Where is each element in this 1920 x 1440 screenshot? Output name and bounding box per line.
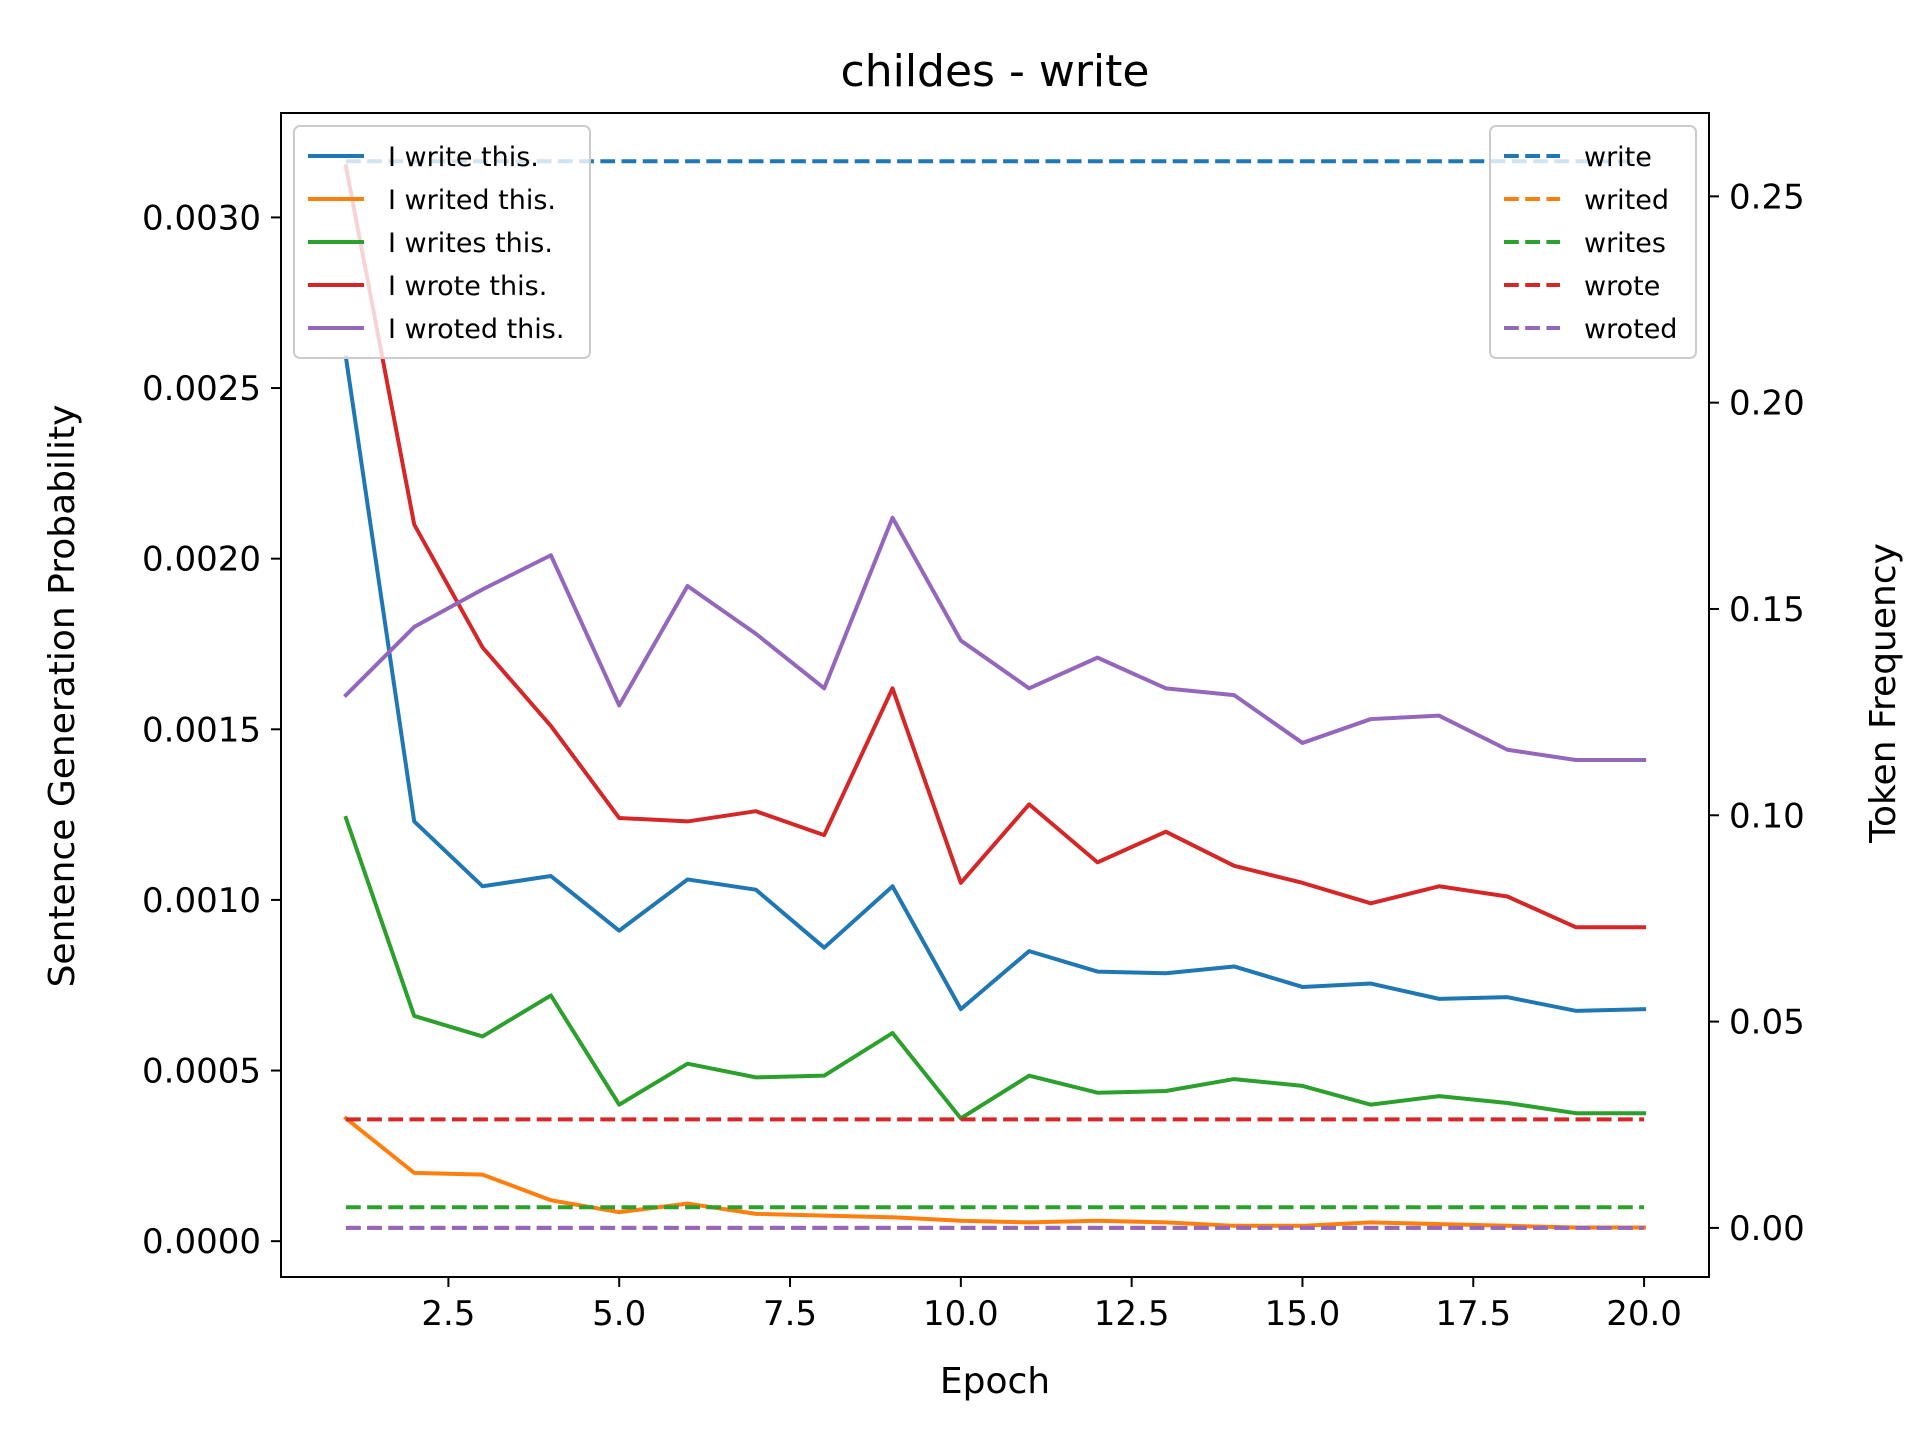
legend-label-i-write-this: I write this.	[388, 142, 539, 173]
x-tick-label: 2.5	[421, 1294, 475, 1334]
y2-tick-label: 0.15	[1729, 590, 1805, 630]
legend-label-i-writes-this: I writes this.	[388, 228, 553, 259]
x-tick-label: 20.0	[1606, 1294, 1682, 1334]
legend-label-writed-freq: writed	[1584, 185, 1669, 216]
x-tick-label: 10.0	[923, 1294, 999, 1334]
series-line-i-write-this	[343, 355, 1647, 1013]
plot-frame	[280, 112, 1710, 1278]
legend-label-i-writed-this: I writed this.	[388, 185, 556, 216]
legend-label-writes-freq: writes	[1584, 228, 1666, 259]
x-axis-label: Epoch	[940, 1361, 1050, 1402]
series-line-i-wroted-this	[343, 515, 1647, 763]
legend-label-i-wrote-this: I wrote this.	[388, 271, 547, 302]
x-tick-label: 12.5	[1094, 1294, 1170, 1334]
series-line-i-writes-this	[343, 815, 1647, 1121]
legend-box	[293, 125, 591, 359]
y2-tick-label: 0.00	[1729, 1209, 1805, 1249]
y2-tick-label: 0.05	[1729, 1003, 1805, 1043]
y-tick-label: 0.0025	[142, 369, 261, 409]
y2-tick-label: 0.20	[1729, 384, 1805, 424]
legend-label-wroted-freq: wroted	[1584, 314, 1677, 345]
y-tick-label: 0.0030	[142, 198, 261, 238]
series-layer	[343, 159, 1647, 1230]
y-axis-label: Sentence Generation Probability	[42, 405, 83, 988]
legend-label-wrote-freq: wrote	[1584, 271, 1660, 302]
axes-layer: 2.5 5.0 7.5 10.0 12.5 15.0 17.5 20.00.00000.000…	[142, 112, 1805, 1334]
legend-label-write-freq: write	[1584, 142, 1652, 173]
y-tick-label: 0.0000	[142, 1222, 261, 1262]
y-tick-label: 0.0020	[142, 540, 261, 580]
legend-label-i-wroted-this: I wroted this.	[388, 314, 564, 345]
chart-title: childes - write	[841, 46, 1150, 97]
y2-tick-label: 0.10	[1729, 796, 1805, 836]
x-tick-label: 7.5	[763, 1294, 817, 1334]
legend-top-left: I write this. I writed this. I writes this…	[293, 125, 591, 359]
series-line-i-wrote-this	[343, 163, 1647, 930]
x-tick-label: 15.0	[1265, 1294, 1341, 1334]
legend-layer: I write this. I writed this. I writes this…	[293, 125, 1697, 359]
legend-box	[1489, 125, 1697, 359]
y2-axis-label: Token Frequency	[1863, 543, 1904, 844]
legend-top-right: write writed writes wrote wroted	[1489, 125, 1697, 359]
y-tick-label: 0.0015	[142, 710, 261, 750]
y2-tick-label: 0.25	[1729, 177, 1805, 217]
y-tick-label: 0.0005	[142, 1052, 261, 1092]
y-tick-label: 0.0010	[142, 881, 261, 921]
x-tick-label: 5.0	[592, 1294, 646, 1334]
series-line-i-writed-this	[343, 1115, 1647, 1230]
x-tick-label: 17.5	[1435, 1294, 1511, 1334]
